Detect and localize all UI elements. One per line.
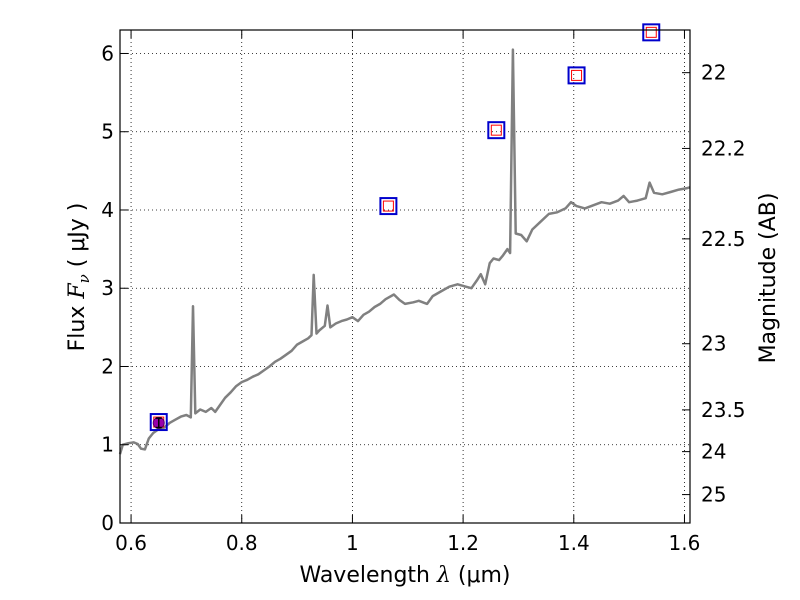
y-tick-label: 5 bbox=[101, 120, 114, 144]
y-tick-label: 3 bbox=[101, 276, 114, 300]
photometry-model-box bbox=[149, 413, 168, 432]
x-tick-label: 1.6 bbox=[669, 531, 701, 555]
photometry-observed-box bbox=[571, 69, 583, 81]
photometry-model-box bbox=[379, 197, 398, 216]
photometry-series bbox=[149, 23, 661, 432]
y2-tick-label: 22 bbox=[701, 61, 726, 85]
x-axis: 0.6 0.8 1 1.2 1.4 1.6 bbox=[115, 30, 700, 555]
grid-lines bbox=[120, 30, 690, 524]
spectrum-series bbox=[118, 48, 691, 455]
y-tick-label: 4 bbox=[101, 198, 114, 222]
photometry-observed-box bbox=[645, 26, 657, 38]
y-tick-label: 6 bbox=[101, 41, 114, 65]
photometry-observed-box bbox=[382, 200, 394, 212]
x-tick-label: 1.4 bbox=[558, 531, 590, 555]
y-tick-label: 2 bbox=[101, 354, 114, 378]
x-tick-label: 0.8 bbox=[226, 531, 258, 555]
y2-axis-label: Magnitude (AB) bbox=[756, 193, 781, 364]
spectrum-line bbox=[118, 48, 691, 455]
x-tick-label: 1.2 bbox=[447, 531, 479, 555]
y-axis: 0 1 2 3 4 5 6 bbox=[101, 41, 128, 535]
y2-tick-label: 22.5 bbox=[701, 227, 746, 251]
plot-frame bbox=[119, 29, 691, 524]
x-tick-label: 0.6 bbox=[115, 531, 147, 555]
x-axis-label: Wavelength λ (μm) bbox=[299, 563, 510, 588]
photometry-model-box bbox=[642, 23, 661, 42]
y-tick-label: 0 bbox=[101, 511, 114, 535]
y2-tick-label: 23 bbox=[701, 332, 726, 356]
photometry-observed-box bbox=[490, 124, 502, 136]
y-axis-label: Flux Fν ( μJy ) bbox=[65, 203, 93, 352]
y2-tick-label: 25 bbox=[701, 483, 726, 507]
y2-tick-label: 23.5 bbox=[701, 398, 746, 422]
y-tick-label: 1 bbox=[101, 433, 114, 457]
photometry-model-box bbox=[487, 121, 506, 140]
x-tick-label: 1 bbox=[346, 531, 359, 555]
photometry-model-box bbox=[567, 66, 586, 85]
y2-tick-label: 24 bbox=[701, 440, 726, 464]
y2-axis: 22 22.2 22.5 23 23.5 24 25 bbox=[682, 61, 746, 507]
y2-tick-label: 22.2 bbox=[701, 136, 746, 160]
